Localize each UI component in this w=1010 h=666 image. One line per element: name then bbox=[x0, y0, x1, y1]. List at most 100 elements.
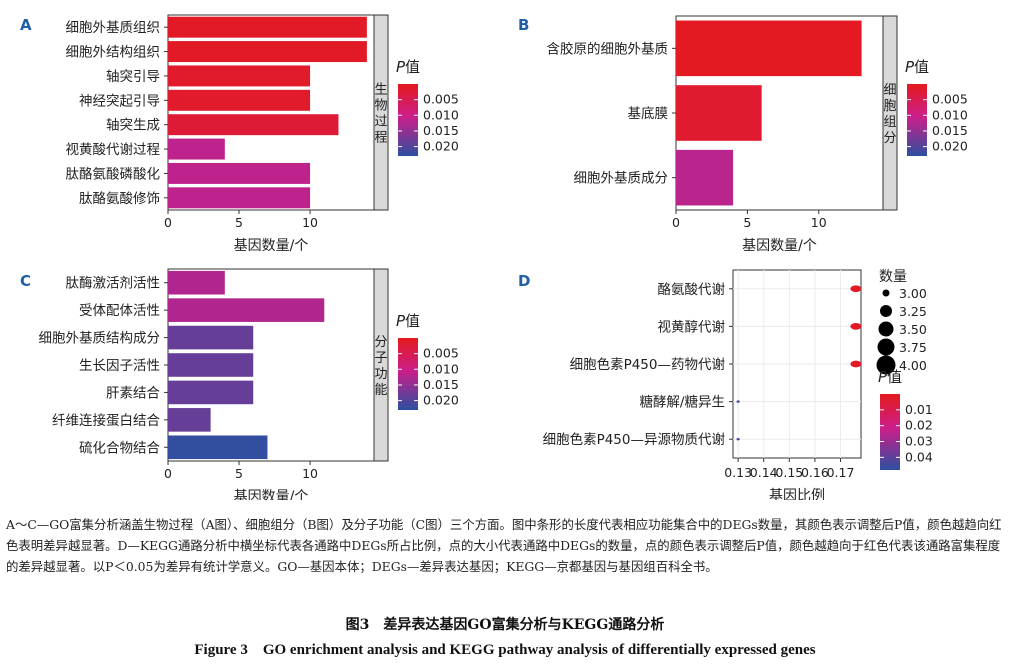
panel-c-facet-label-char: 能 bbox=[374, 383, 387, 398]
panel-c-facet-label-char: 分 bbox=[374, 335, 387, 350]
panel-a-bar bbox=[168, 89, 311, 111]
panel-d-size-legend-label: 4.00 bbox=[899, 358, 927, 373]
panel-b-legend-tick-label: 0.010 bbox=[932, 107, 968, 122]
panel-a-category-label: 视黄酸代谢过程 bbox=[66, 142, 161, 158]
panel-c-x-tick-label: 10 bbox=[302, 466, 318, 481]
panel-d-legend-tick-label: 0.02 bbox=[905, 418, 933, 433]
panel-a-facet-label-char: 物 bbox=[374, 99, 387, 114]
panel-b-x-axis-label: 基因数量/个 bbox=[742, 237, 817, 254]
panel-a-facet-label-char: 生 bbox=[374, 83, 387, 98]
panel-c-bar bbox=[168, 380, 254, 405]
figure-title-en: Figure 3 GO enrichment analysis and KEGG… bbox=[194, 642, 816, 658]
figure-title-cn: 图3 差异表达基因GO富集分析与KEGG通路分析 bbox=[345, 617, 665, 633]
panel-c-x-tick-label: 5 bbox=[235, 466, 243, 481]
panel-a-category-label: 轴突生成 bbox=[106, 118, 160, 134]
panel-c-bar bbox=[168, 298, 325, 322]
panel-d-size-legend-dot bbox=[877, 338, 895, 356]
panel-c-bar bbox=[168, 270, 225, 295]
panel-b-legend-title: P值 bbox=[905, 58, 929, 76]
panel-a-x-tick-label: 5 bbox=[235, 215, 243, 230]
panel-a-legend-tick-label: 0.005 bbox=[423, 92, 459, 107]
figure-canvas: A 生物过程 细胞外基质组织细胞外结构组织轴突引导神经突起引导轴突生成视黄酸代谢过程… bbox=[20, 14, 968, 500]
figure-caption: A～C—GO富集分析涵盖生物过程（A图）、细胞组分（B图）及分子功能（C图）三个… bbox=[6, 517, 1002, 574]
panel-d-category-label: 细胞色素P450—药物代谢 bbox=[570, 356, 725, 373]
panel-c-bar bbox=[168, 353, 254, 377]
panel-c-bar bbox=[168, 435, 268, 460]
panel-c-legend-colorbar bbox=[398, 338, 418, 410]
panel-d-point bbox=[850, 360, 862, 368]
panel-d-legend-tick-label: 0.01 bbox=[905, 402, 933, 417]
panel-a-legend-title: P值 bbox=[396, 58, 420, 76]
panel-d-size-legend-dot bbox=[880, 305, 892, 317]
panel-b-legend-tick-label: 0.020 bbox=[932, 139, 968, 154]
panel-d-x-tick-label: 0.16 bbox=[801, 465, 829, 480]
panel-a-category-label: 细胞外基质组织 bbox=[66, 19, 161, 36]
panel-b-category-label: 基底膜 bbox=[628, 105, 669, 122]
panel-b-x-tick-label: 0 bbox=[672, 215, 680, 230]
panel-d-size-legend-label: 3.25 bbox=[899, 304, 927, 319]
panel-c-category-label: 肝素结合 bbox=[106, 385, 160, 401]
panel-c-category-label: 生长因子活性 bbox=[79, 358, 160, 374]
panel-d-size-legend-dot bbox=[882, 289, 890, 297]
panel-b-legend-tick-label: 0.005 bbox=[932, 92, 968, 107]
panel-b-bar bbox=[676, 20, 862, 77]
panel-c-category-label: 硫化合物结合 bbox=[79, 440, 160, 456]
panel-b-facet-label-char: 细 bbox=[883, 83, 896, 98]
panel-d-legend-colorbar bbox=[880, 394, 900, 470]
panel-d-x-tick-label: 0.13 bbox=[724, 465, 752, 480]
panel-a-category-label: 神经突起引导 bbox=[79, 93, 160, 109]
panel-a-bar bbox=[168, 138, 225, 160]
panel-a-bar bbox=[168, 16, 367, 38]
panel-d-size-legend-label: 3.75 bbox=[899, 340, 927, 355]
panel-a-bar bbox=[168, 162, 311, 184]
panel-b-category-label: 细胞外基质成分 bbox=[574, 170, 669, 187]
panel-b-facet-label-char: 分 bbox=[883, 131, 896, 146]
panel-a-legend-tick-label: 0.020 bbox=[423, 139, 459, 154]
panel-d-size-legend-dot bbox=[878, 321, 894, 337]
panel-d-point bbox=[850, 285, 862, 293]
panel-d-category-label: 糖酵解/糖异生 bbox=[639, 395, 725, 411]
panel-a-legend-tick-label: 0.010 bbox=[423, 107, 459, 122]
panel-d-panel-label: D bbox=[518, 272, 530, 290]
panel-c-panel-label: C bbox=[20, 272, 31, 290]
panel-c-facet-label-char: 功 bbox=[374, 367, 387, 382]
panel-c-legend-title: P值 bbox=[396, 312, 420, 330]
panel-a-bar bbox=[168, 65, 311, 87]
panel-c-category-label: 肽酶激活剂活性 bbox=[66, 276, 161, 292]
panel-d-size-legend-label: 3.50 bbox=[899, 322, 927, 337]
panel-c-category-label: 细胞外基质结构成分 bbox=[39, 330, 161, 347]
panel-c-bar bbox=[168, 325, 254, 350]
panel-b-facet-strip bbox=[882, 15, 898, 211]
panel-b-facet-label-char: 胞 bbox=[883, 99, 896, 114]
panel-c-legend-tick-label: 0.005 bbox=[423, 346, 459, 361]
panel-d-point bbox=[850, 323, 862, 330]
panel-b-category-label: 含胶原的细胞外基质 bbox=[547, 40, 669, 57]
panel-d-x-tick-label: 0.15 bbox=[775, 465, 803, 480]
panel-a-legend-tick-label: 0.015 bbox=[423, 123, 459, 138]
panel-c-x-tick-label: 0 bbox=[164, 466, 172, 481]
panel-d-size-legend-title: 数量 bbox=[879, 269, 907, 285]
panel-b-x-tick-label: 10 bbox=[811, 215, 827, 230]
panel-a-category-label: 肽酪氨酸修饰 bbox=[79, 191, 160, 207]
panel-a-bar bbox=[168, 187, 311, 209]
panel-a-bar bbox=[168, 41, 367, 63]
panel-d-legend-title: P值 bbox=[878, 368, 902, 386]
panel-c-category-label: 受体配体活性 bbox=[79, 303, 160, 319]
panel-a-x-tick-label: 10 bbox=[302, 215, 318, 230]
panel-c-x-axis-label: 基因数量/个 bbox=[234, 488, 309, 500]
panel-a-bar bbox=[168, 114, 339, 136]
panel-a-facet-strip bbox=[373, 14, 389, 211]
panel-b-x-tick-label: 5 bbox=[743, 215, 751, 230]
panel-c-legend-tick-label: 0.010 bbox=[423, 361, 459, 376]
panel-a-category-label: 细胞外结构组织 bbox=[66, 45, 161, 61]
panel-a-facet-label-char: 程 bbox=[374, 131, 387, 146]
panel-d-x-tick-label: 0.14 bbox=[750, 465, 778, 480]
panel-d-point bbox=[736, 400, 740, 403]
panel-d-legend-tick-label: 0.03 bbox=[905, 434, 933, 449]
panel-c-facet-label-char: 子 bbox=[374, 351, 387, 366]
panel-b-legend-colorbar bbox=[907, 84, 927, 156]
panel-c-category-label: 纤维连接蛋白结合 bbox=[52, 412, 160, 429]
panel-a-x-tick-label: 0 bbox=[164, 215, 172, 230]
panel-d-category-label: 视黄醇代谢 bbox=[658, 318, 726, 335]
panel-c-legend-tick-label: 0.015 bbox=[423, 377, 459, 392]
